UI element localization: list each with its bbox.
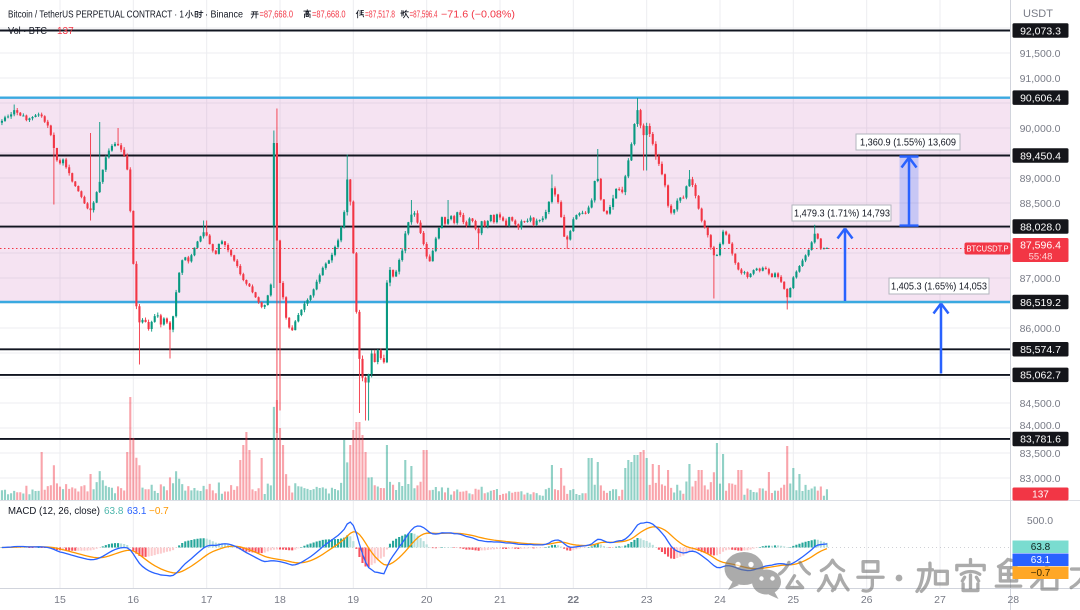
svg-text:=87,517.8: =87,517.8 [365, 10, 395, 21]
svg-text:137: 137 [57, 26, 74, 37]
svg-text:83,000.0: 83,000.0 [1020, 473, 1061, 485]
svg-text:−71.6 (−0.08%): −71.6 (−0.08%) [441, 10, 515, 21]
svg-text:1,479.3 (1.71%) 14,793: 1,479.3 (1.71%) 14,793 [794, 208, 890, 220]
svg-text:=87,668.0: =87,668.0 [260, 10, 294, 21]
svg-text:−0.7: −0.7 [149, 506, 169, 517]
svg-text:63.8: 63.8 [1031, 542, 1051, 553]
svg-text:27: 27 [934, 594, 946, 606]
svg-text:63.1: 63.1 [127, 506, 147, 517]
svg-text:89,450.4: 89,450.4 [1020, 150, 1061, 162]
svg-text:MACD (12, 26, close): MACD (12, 26, close) [8, 506, 100, 517]
svg-text:92,073.3: 92,073.3 [1020, 25, 1061, 37]
svg-text:1,405.3 (1.65%) 14,053: 1,405.3 (1.65%) 14,053 [891, 281, 987, 293]
svg-text:91,000.0: 91,000.0 [1020, 73, 1061, 85]
svg-text:88,500.0: 88,500.0 [1020, 198, 1061, 210]
svg-text:84,000.0: 84,000.0 [1020, 420, 1061, 432]
svg-text:91,500.0: 91,500.0 [1020, 48, 1061, 60]
svg-text:500.0: 500.0 [1027, 515, 1053, 527]
svg-text:85,062.7: 85,062.7 [1020, 370, 1061, 382]
svg-text:BTCUSDT.P: BTCUSDT.P [967, 245, 1009, 254]
svg-text:16: 16 [127, 594, 139, 606]
svg-text:90,606.4: 90,606.4 [1020, 93, 1061, 105]
svg-text:87,000.0: 87,000.0 [1020, 273, 1061, 285]
svg-text:15: 15 [54, 594, 66, 606]
svg-text:19: 19 [347, 594, 359, 606]
svg-text:89,000.0: 89,000.0 [1020, 173, 1061, 185]
svg-text:USDT: USDT [1023, 8, 1053, 20]
svg-text:1,360.9 (1.55%) 13,609: 1,360.9 (1.55%) 13,609 [860, 137, 956, 149]
svg-text:55:48: 55:48 [1029, 252, 1053, 263]
svg-text:86,000.0: 86,000.0 [1020, 323, 1061, 335]
svg-text:88,028.0: 88,028.0 [1020, 221, 1061, 233]
svg-text:24: 24 [714, 594, 726, 606]
svg-text:83,500.0: 83,500.0 [1020, 448, 1061, 460]
svg-text:18: 18 [274, 594, 286, 606]
svg-text:26: 26 [861, 594, 873, 606]
svg-text:137: 137 [1032, 489, 1049, 500]
svg-text:87,596.4: 87,596.4 [1020, 240, 1061, 252]
svg-text:90,000.0: 90,000.0 [1020, 123, 1061, 135]
svg-text:28: 28 [1007, 594, 1019, 606]
svg-text:Bitcoin / TetherUS PERPETUAL C: Bitcoin / TetherUS PERPETUAL CONTRACT · … [8, 10, 184, 21]
svg-text:−0.7: −0.7 [1031, 568, 1051, 579]
svg-text:=87,596.4: =87,596.4 [410, 10, 438, 21]
svg-text:86,519.2: 86,519.2 [1020, 297, 1061, 309]
svg-text:63.8: 63.8 [104, 506, 124, 517]
svg-text:20: 20 [421, 594, 433, 606]
svg-text:25: 25 [787, 594, 799, 606]
svg-text:63.1: 63.1 [1031, 555, 1051, 566]
svg-text:17: 17 [201, 594, 213, 606]
svg-text:=87,668.0: =87,668.0 [312, 10, 346, 21]
svg-text:23: 23 [641, 594, 653, 606]
svg-text:84,500.0: 84,500.0 [1020, 398, 1061, 410]
svg-text:22: 22 [567, 594, 579, 606]
svg-text:85,574.7: 85,574.7 [1020, 344, 1061, 356]
svg-text:21: 21 [494, 594, 506, 606]
svg-text:· Binance: · Binance [205, 10, 243, 21]
svg-text:83,781.6: 83,781.6 [1020, 434, 1061, 446]
svg-text:Vol · BTC: Vol · BTC [8, 26, 47, 37]
